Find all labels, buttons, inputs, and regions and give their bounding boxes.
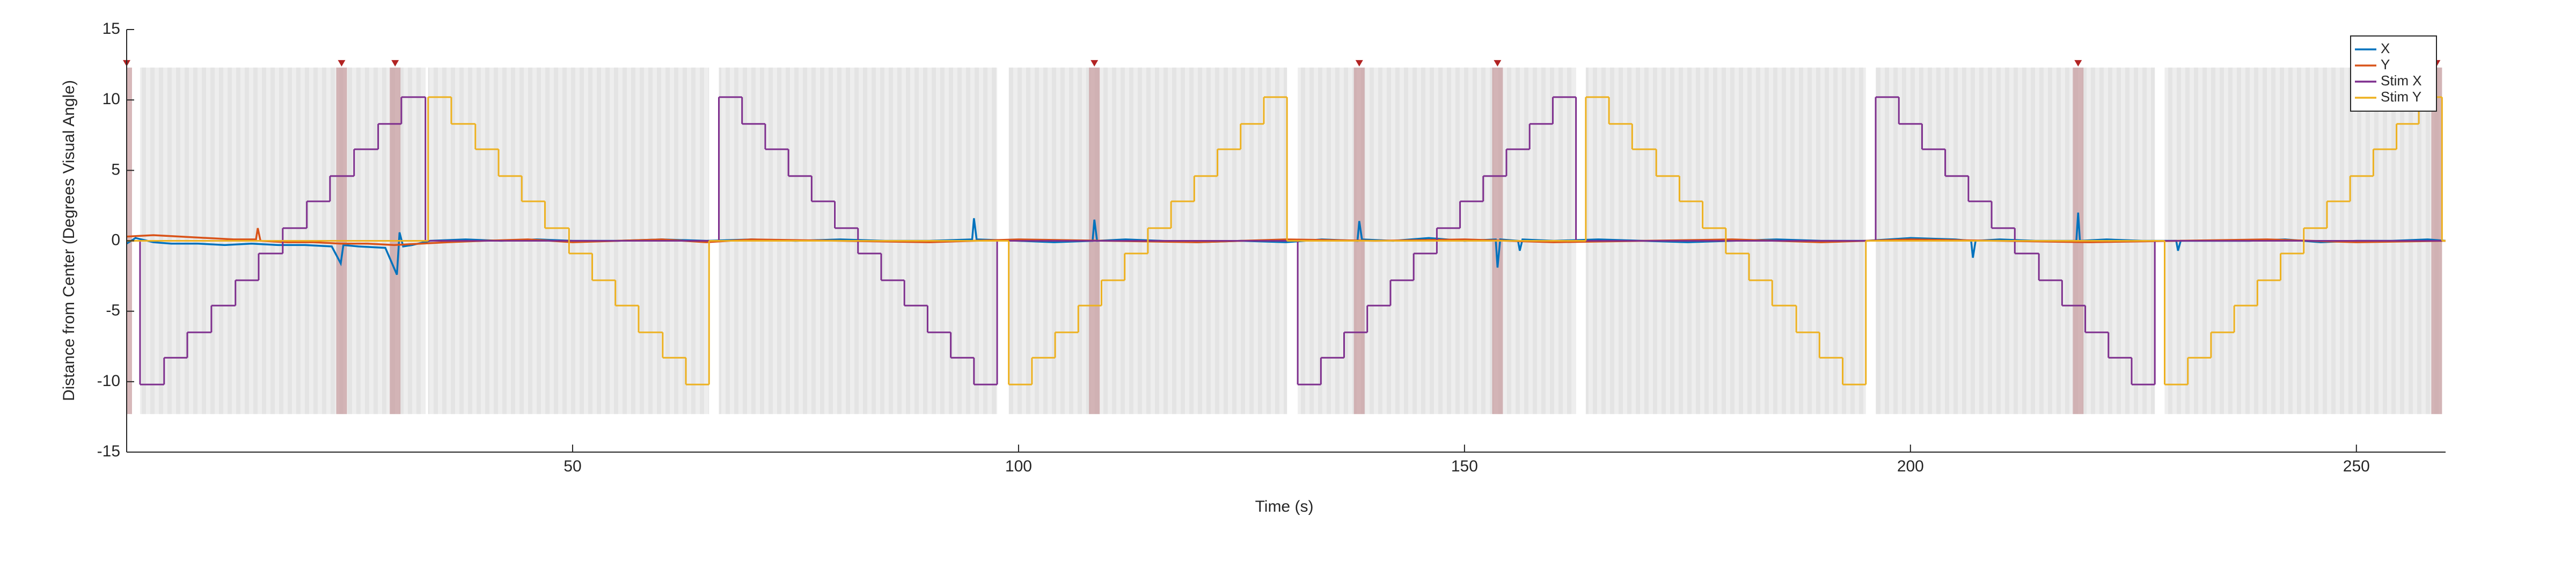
legend-label: Stim X [2381, 72, 2422, 89]
x-axis-label: Time (s) [1255, 498, 1314, 515]
x-tick-label: 150 [1451, 457, 1478, 475]
x-tick-label: 50 [564, 457, 581, 475]
event-marker [1355, 60, 1363, 67]
y-tick-label: 15 [103, 20, 120, 38]
legend-label: Stim Y [2381, 89, 2421, 105]
x-tick-label: 200 [1897, 457, 1924, 475]
axes-layer: -15 -10 -5 0 5 10 15 50 100 150 200 250 [97, 20, 2446, 475]
event-marker [391, 60, 399, 67]
y-tick-label: 0 [111, 231, 120, 249]
legend-label: X [2381, 40, 2390, 56]
event-marker [338, 60, 346, 67]
x-tick-label: 100 [1005, 457, 1032, 475]
y-tick-label: -5 [106, 302, 120, 319]
y-axis-label: Distance from Center (Degrees Visual Ang… [60, 80, 78, 401]
event-marker [1091, 60, 1099, 67]
y-tick-label: -10 [97, 372, 120, 390]
event-marker [1494, 60, 1502, 67]
y-tick-label: 10 [103, 90, 120, 108]
y-tick-label: -15 [97, 442, 120, 460]
x-tick-label: 250 [2343, 457, 2370, 475]
legend-label: Y [2381, 56, 2390, 72]
y-tick-label: 5 [111, 161, 120, 178]
event-marker [2074, 60, 2082, 67]
